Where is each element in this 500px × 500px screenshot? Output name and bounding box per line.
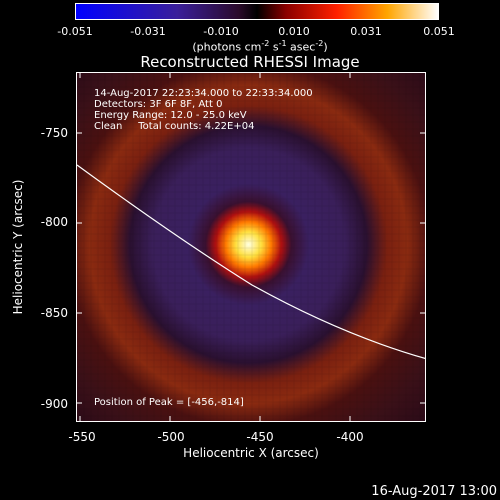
colorbar-tick: -0.010: [203, 25, 239, 38]
axis-ticks: [76, 72, 426, 422]
annotation-counts: Clean Total counts: 4.22E+04: [94, 121, 255, 132]
y-tick-label: -750: [40, 126, 68, 140]
colorbar: [75, 3, 439, 20]
y-axis-label: Heliocentric Y (arcsec): [11, 179, 25, 315]
annotation-detectors: Detectors: 3F 6F 8F, Att 0: [94, 99, 223, 110]
plot-title: Reconstructed RHESSI Image: [140, 53, 360, 71]
x-tick-label: -450: [246, 430, 274, 444]
x-tick-label: -400: [336, 430, 364, 444]
annotation-time: 14-Aug-2017 22:23:34.000 to 22:33:34.000: [94, 88, 313, 99]
y-tick-label: -800: [40, 215, 68, 229]
colorbar-tick: -0.031: [130, 25, 166, 38]
image-plot: 14-Aug-2017 22:23:34.000 to 22:33:34.000…: [76, 72, 426, 422]
x-tick-label: -550: [68, 430, 96, 444]
rhessi-image: [77, 73, 425, 421]
colorbar-unit-label: (photons cm-2 s-1 asec-2): [192, 39, 328, 54]
annotation-peak: Position of Peak = [-456,-814]: [94, 397, 244, 408]
x-axis-label: Heliocentric X (arcsec): [183, 446, 319, 460]
colorbar-tick: 0.010: [278, 25, 310, 38]
timestamp: 16-Aug-2017 13:00: [371, 484, 497, 499]
colorbar-tick: 0.051: [423, 25, 455, 38]
x-tick-label: -500: [157, 430, 185, 444]
colorbar-tick: -0.051: [57, 25, 93, 38]
colorbar-tick: 0.031: [350, 25, 382, 38]
y-tick-label: -850: [40, 306, 68, 320]
solar-limb-line: [77, 164, 425, 360]
annotation-energy: Energy Range: 12.0 - 25.0 keV: [94, 110, 247, 121]
y-tick-label: -900: [40, 397, 68, 411]
